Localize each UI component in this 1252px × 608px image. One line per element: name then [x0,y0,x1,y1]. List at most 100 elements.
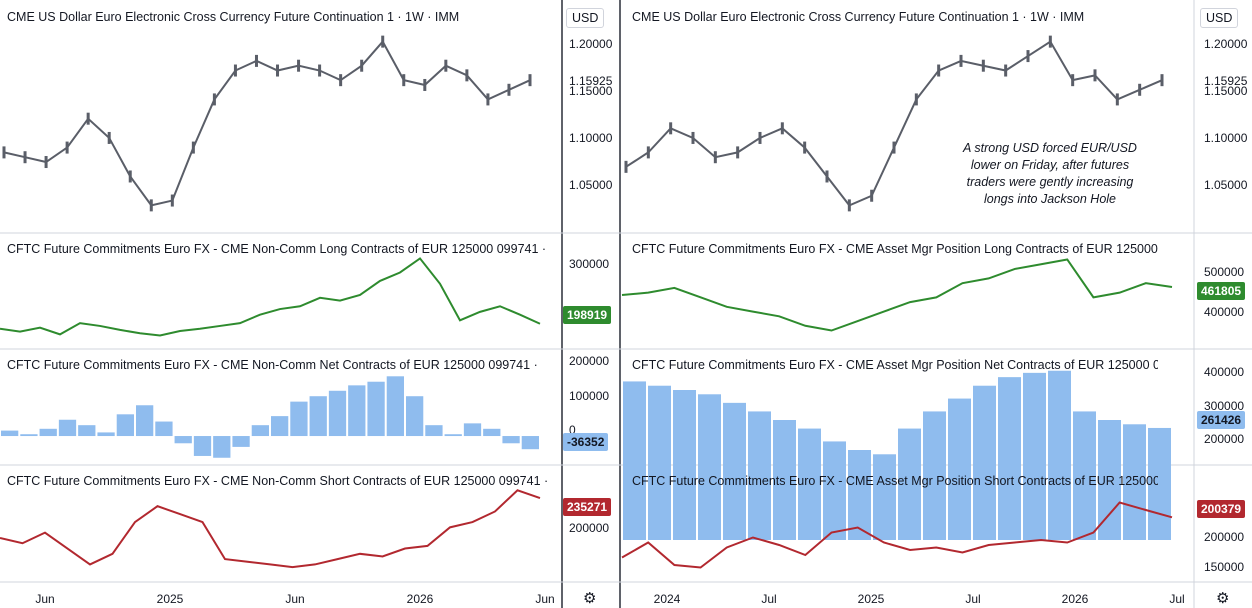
right-settings-icon[interactable]: ⚙ [1216,590,1230,607]
net-tick-label: 400000 [1204,365,1244,379]
left-currency-select[interactable]: USD [566,8,605,28]
price-tick-label: 1.15925 [1204,74,1248,88]
net-bar [998,377,1021,540]
price-candle [191,141,195,154]
x-axis-label: 2024 [654,592,681,606]
right-long-last-badge: 461805 [1197,282,1246,300]
price-candle [669,122,673,135]
net-bar [798,428,821,540]
price-candle [646,146,650,159]
net-bar [1123,424,1146,540]
net-bar [136,405,154,437]
net-tick-label: 200000 [1204,432,1244,446]
net-bar [444,434,462,437]
net-tick-label: 300000 [1204,399,1244,413]
price-candle [713,151,717,164]
price-tick-label: 1.15925 [569,74,613,88]
right-net-last-badge: 261426 [1197,411,1246,429]
price-candle [758,131,762,144]
price-tick-label: 1.10000 [1204,131,1248,145]
price-candle [959,54,963,67]
net-bar [58,419,77,437]
net-bar [193,436,212,456]
left-net-title: CFTC Future Commitments Euro FX - CME No… [7,358,538,372]
net-bar [483,428,501,437]
price-candle [149,199,153,212]
long-tick-label: 400000 [1204,305,1244,319]
net-bar [20,434,38,437]
price-candle [465,69,469,82]
price-candle [444,59,448,72]
long-tick-label: 500000 [1204,265,1244,279]
price-candle [128,170,132,183]
net-bar [39,428,57,437]
net-bar [848,450,871,540]
net-bar [271,416,289,437]
price-candle [1138,83,1142,96]
price-candle [23,151,27,164]
price-candle [981,59,985,72]
price-candle [847,199,851,212]
price-candle [736,146,740,159]
price-candle [381,35,385,48]
price-candle [624,160,628,173]
left-price-title: CME US Dollar Euro Electronic Cross Curr… [7,10,460,24]
net-bar [698,394,721,540]
price-candle [528,74,532,87]
net-bar [623,381,646,540]
net-bar [232,436,250,447]
net-bar [174,436,192,444]
net-bar [823,441,846,540]
price-candle [44,156,48,169]
price-candle [297,59,301,72]
net-bar [973,385,996,540]
left-settings-icon[interactable]: ⚙ [583,590,597,607]
net-tick-label: 100000 [569,389,609,403]
price-candle [1048,35,1052,48]
net-bar [521,436,539,450]
price-candle [691,131,695,144]
annotation-line: lower on Friday, after futures [970,158,1130,172]
right-currency-select[interactable]: USD [1200,8,1239,28]
net-bar [1023,372,1046,540]
x-axis-label: Jul [1169,592,1184,606]
net-bar [97,432,115,437]
long-series-line [621,258,1173,332]
price-candle [1026,50,1030,63]
net-tick-label: 200000 [569,354,609,368]
net-bar [406,396,424,437]
net-bar [898,428,921,540]
price-candle [402,74,406,87]
right-price-title: CME US Dollar Euro Electronic Cross Curr… [632,10,1085,24]
x-axis-label: Jul [965,592,980,606]
net-bar [648,385,671,540]
price-candle [914,93,918,106]
price-tick-label: 1.15000 [1204,84,1248,98]
price-candle [803,141,807,154]
price-candle [423,78,427,91]
price-candle [780,122,784,135]
x-axis-label: 2025 [157,592,184,606]
long-tick-label: 300000 [569,257,609,271]
price-candle [1071,74,1075,87]
right-long-title: CFTC Future Commitments Euro FX - CME As… [632,242,1158,256]
net-bar [723,402,746,540]
price-candle [339,74,343,87]
right-short-title: CFTC Future Commitments Euro FX - CME As… [632,474,1158,488]
price-candle [212,93,216,106]
net-bar [116,414,134,437]
price-tick-label: 1.15000 [569,84,613,98]
net-tick-label: 0 [569,423,576,437]
price-candle [360,59,364,72]
net-bar [1098,420,1121,540]
price-candle [276,64,280,77]
left-short-title: CFTC Future Commitments Euro FX - CME No… [7,474,549,488]
x-axis-label: 2026 [407,592,434,606]
net-bar [1,430,19,437]
price-candle [254,54,258,67]
left-short-last-badge: 235271 [563,498,612,516]
price-candle [1160,74,1164,87]
net-bar [1048,370,1071,540]
